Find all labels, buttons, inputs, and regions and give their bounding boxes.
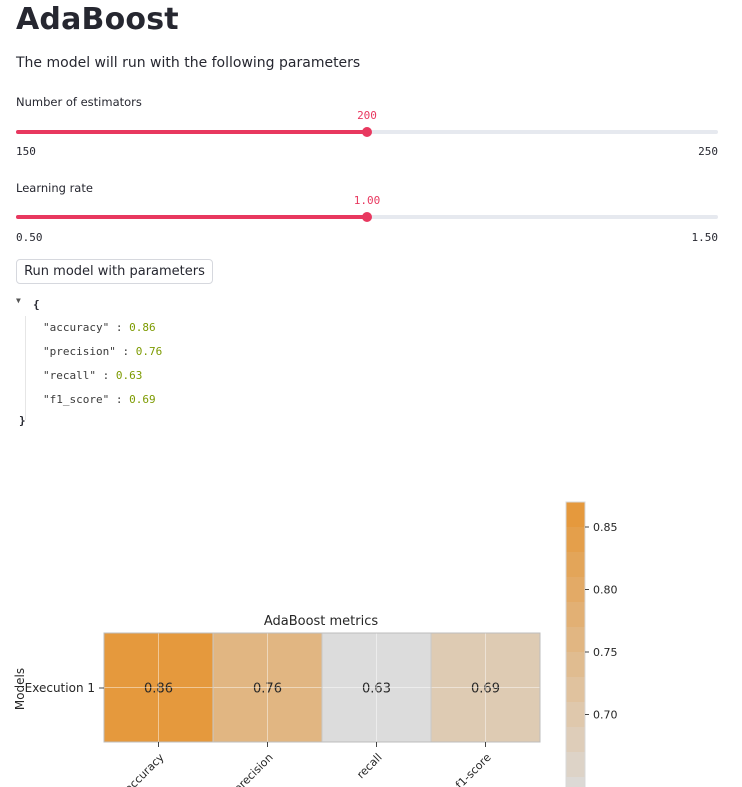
learning-rate-slider-label: Learning rate (16, 181, 93, 195)
learning-rate-slider-max: 1.50 (691, 231, 719, 244)
row-label: Execution 1 (25, 681, 95, 695)
run-model-button[interactable]: Run model with parameters (16, 259, 213, 284)
x-tick-label: recall (354, 751, 384, 781)
colorbar-frame (565, 501, 586, 787)
cell-value-label: 0.63 (362, 682, 391, 697)
cell-value-label: 0.69 (471, 682, 500, 697)
colorbar-tick-label: 0.85 (593, 521, 618, 534)
page-subtitle: The model will run with the following pa… (16, 55, 361, 71)
colorbar-band (566, 752, 585, 778)
estimators-slider-value: 200 (357, 109, 377, 122)
colorbar-band (566, 677, 585, 703)
colorbar-band (566, 702, 585, 728)
colorbar-band (566, 577, 585, 603)
colorbar-band (566, 602, 585, 628)
learning-rate-slider-thumb[interactable] (362, 212, 372, 222)
heatmap-cell (213, 633, 322, 742)
colorbar (566, 502, 585, 787)
json-entry: "recall" : 0.63 (43, 369, 143, 382)
heatmap-cell (104, 633, 213, 742)
x-tick-label: accuracy (122, 751, 167, 787)
estimators-slider-min: 150 (16, 145, 36, 158)
json-close-brace: } (19, 414, 26, 427)
json-entry: "f1_score" : 0.69 (43, 393, 156, 406)
x-tick-label: precision (231, 751, 275, 787)
learning-rate-slider-min: 0.50 (16, 231, 43, 244)
chart-title: AdaBoost metrics (264, 614, 379, 629)
colorbar-band (566, 552, 585, 578)
learning-rate-slider-value: 1.00 (353, 194, 381, 207)
colorbar-band (566, 627, 585, 653)
estimators-slider[interactable] (16, 127, 718, 137)
json-indent-guide (25, 316, 26, 420)
learning-rate-slider-fill (16, 215, 367, 219)
json-entry: "precision" : 0.76 (43, 345, 163, 358)
heatmap-cell (431, 633, 540, 742)
colorbar-tick-label: 0.80 (593, 584, 618, 597)
estimators-slider-thumb[interactable] (362, 127, 372, 137)
collapse-caret-icon[interactable]: ▼ (16, 296, 21, 305)
page-title: AdaBoost (16, 2, 179, 37)
estimators-slider-max: 250 (698, 145, 718, 158)
colorbar-band (566, 727, 585, 753)
heatmap-cell (322, 633, 431, 742)
cell-value-label: 0.86 (144, 682, 173, 697)
heatmap-frame (103, 632, 541, 743)
colorbar-band (566, 777, 585, 787)
colorbar-tick-label: 0.70 (593, 709, 618, 722)
y-axis-label: Models (13, 668, 27, 710)
colorbar-band (566, 652, 585, 678)
x-tick-label: f1-score (453, 751, 494, 787)
colorbar-band (566, 527, 585, 553)
estimators-slider-fill (16, 130, 367, 134)
json-open-brace: { (33, 298, 40, 311)
json-entry: "accuracy" : 0.86 (43, 321, 156, 334)
estimators-slider-label: Number of estimators (16, 95, 142, 109)
colorbar-tick-label: 0.75 (593, 646, 618, 659)
learning-rate-slider[interactable] (16, 212, 718, 222)
colorbar-band (566, 502, 585, 528)
cell-value-label: 0.76 (253, 682, 282, 697)
